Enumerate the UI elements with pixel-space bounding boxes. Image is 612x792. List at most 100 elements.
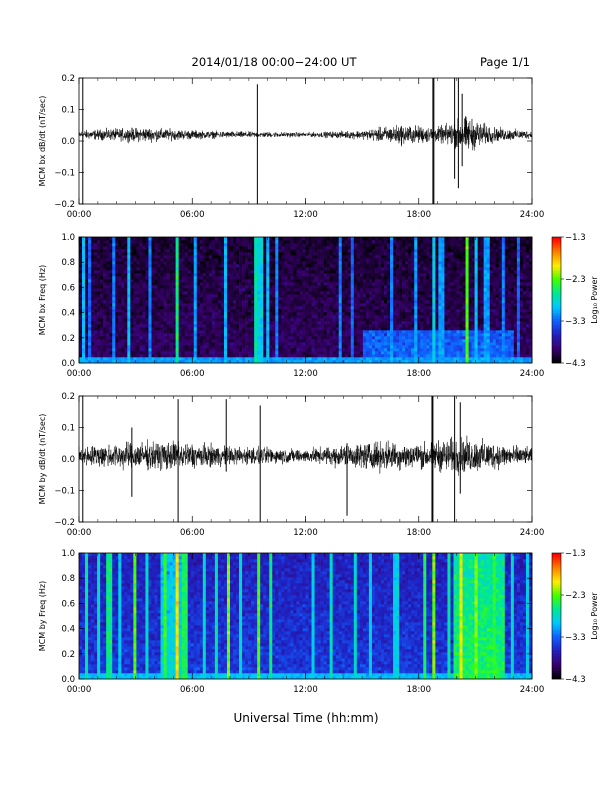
spectrogram-cell xyxy=(217,324,222,328)
spectrogram-cell xyxy=(115,336,119,340)
spectrogram-cell xyxy=(172,327,176,331)
spectrogram-cell xyxy=(133,279,137,283)
spectrogram-cell xyxy=(242,324,246,328)
spectrogram-cell xyxy=(260,276,264,280)
spectrogram-cell xyxy=(314,270,318,274)
spectrogram-cell xyxy=(293,342,297,346)
spectrogram-cell xyxy=(390,339,394,343)
spectrogram-cell xyxy=(368,306,373,310)
spectrogram-cell xyxy=(106,306,110,310)
spectrogram-cell xyxy=(399,297,403,301)
spectrogram-cell xyxy=(423,342,427,346)
spectrogram-cell xyxy=(193,288,198,292)
spectrogram-cell xyxy=(97,288,101,292)
spectrogram-cell xyxy=(202,330,207,334)
spectrogram-cell xyxy=(157,324,161,328)
spectrogram-cell xyxy=(199,315,204,319)
spectrogram-cell xyxy=(329,345,333,349)
spectrogram-cell xyxy=(145,309,149,313)
spectrogram-cell xyxy=(344,336,349,340)
spectrogram-cell xyxy=(127,327,131,331)
spectrogram-cell xyxy=(178,315,182,319)
spectrogram-cell xyxy=(202,318,207,322)
spectrogram-cell xyxy=(317,282,321,286)
spectrogram-cell xyxy=(257,333,261,337)
spectrogram-cell xyxy=(79,306,83,310)
spectrogram-cell xyxy=(374,333,379,337)
spectrogram-cell xyxy=(368,264,373,268)
spectrogram-cell xyxy=(100,342,104,346)
spectrogram-cell xyxy=(320,303,324,307)
spectrogram-cell xyxy=(393,321,397,325)
spectrogram-cell xyxy=(278,315,282,319)
spectrogram-cell xyxy=(353,318,358,322)
spectrogram-cell xyxy=(124,357,128,361)
spectrogram-cell xyxy=(296,237,300,241)
spectrogram-cell xyxy=(290,267,294,271)
spectrogram-cell xyxy=(196,282,201,286)
spectrogram-cell xyxy=(184,312,189,316)
spectrogram-cell xyxy=(405,306,409,310)
spectrogram-cell xyxy=(323,240,327,244)
spectrogram-cell xyxy=(377,267,382,271)
spectrogram-cell xyxy=(269,327,273,331)
spectrogram-cell xyxy=(142,258,146,262)
spectrogram-cell xyxy=(154,333,158,337)
spectrogram-cell xyxy=(414,288,418,292)
spectrogram-cell xyxy=(148,255,152,259)
spectrogram-cell xyxy=(320,279,324,283)
spectrogram-cell xyxy=(133,249,137,253)
spectrogram-cell xyxy=(290,339,294,343)
spectrogram-cell xyxy=(423,246,427,250)
spectrogram-cell xyxy=(196,336,201,340)
spectrogram-cell xyxy=(184,342,189,346)
spectrogram-cell xyxy=(85,255,89,259)
spectrogram-cell xyxy=(127,276,131,280)
spectrogram-cell xyxy=(248,291,252,295)
spectrogram-cell xyxy=(242,351,246,355)
spectrogram-cell xyxy=(196,297,201,301)
spectrogram-cell xyxy=(393,270,397,274)
spectrogram-cell xyxy=(223,294,228,298)
spectrogram-cell xyxy=(154,348,158,352)
spectrogram-cell xyxy=(175,339,179,343)
spectrogram-cell xyxy=(130,288,134,292)
spectrogram-cell xyxy=(320,312,324,316)
spectrogram-cell xyxy=(190,264,195,268)
spectrogram-cell xyxy=(359,342,364,346)
spectrogram-cell xyxy=(154,267,158,271)
spectrogram-cell xyxy=(393,327,397,331)
spectrogram-cell xyxy=(284,267,288,271)
spectrogram-cell xyxy=(121,336,125,340)
spectrogram-cell xyxy=(311,333,315,337)
spectrogram-cell xyxy=(347,243,352,247)
spectrogram-cell xyxy=(423,267,427,271)
spectrogram-cell xyxy=(260,303,264,307)
spectrogram-cell xyxy=(290,300,294,304)
spectrogram-cell xyxy=(118,357,122,361)
spectrogram-cell xyxy=(233,282,237,286)
spectrogram-cell xyxy=(362,243,367,247)
spectrogram-cell xyxy=(347,339,352,343)
spectrogram-cell xyxy=(266,246,270,250)
spectrogram-cell xyxy=(365,342,370,346)
spectrogram-cell xyxy=(335,342,340,346)
spectrogram-cell xyxy=(79,309,83,313)
spectrogram-cell xyxy=(344,255,349,259)
spectrogram-cell xyxy=(79,252,83,256)
spectrogram-cell xyxy=(281,354,285,358)
spectrogram-cell xyxy=(208,300,213,304)
spectrogram-cell xyxy=(290,288,294,292)
spectrogram-cell xyxy=(390,297,394,301)
spectrogram-cell xyxy=(260,360,264,364)
spectrogram-cell xyxy=(326,333,330,337)
spectrogram-cell xyxy=(308,273,312,277)
spectrogram-cell xyxy=(347,336,352,340)
spectrogram-cell xyxy=(169,249,173,253)
spectrogram-cell xyxy=(175,327,179,331)
spectrogram-cell xyxy=(275,330,279,334)
spectrogram-cell xyxy=(353,357,358,361)
spectrogram-cell xyxy=(408,357,412,361)
spectrogram-cell xyxy=(160,324,164,328)
spectrogram-cell xyxy=(257,294,261,298)
